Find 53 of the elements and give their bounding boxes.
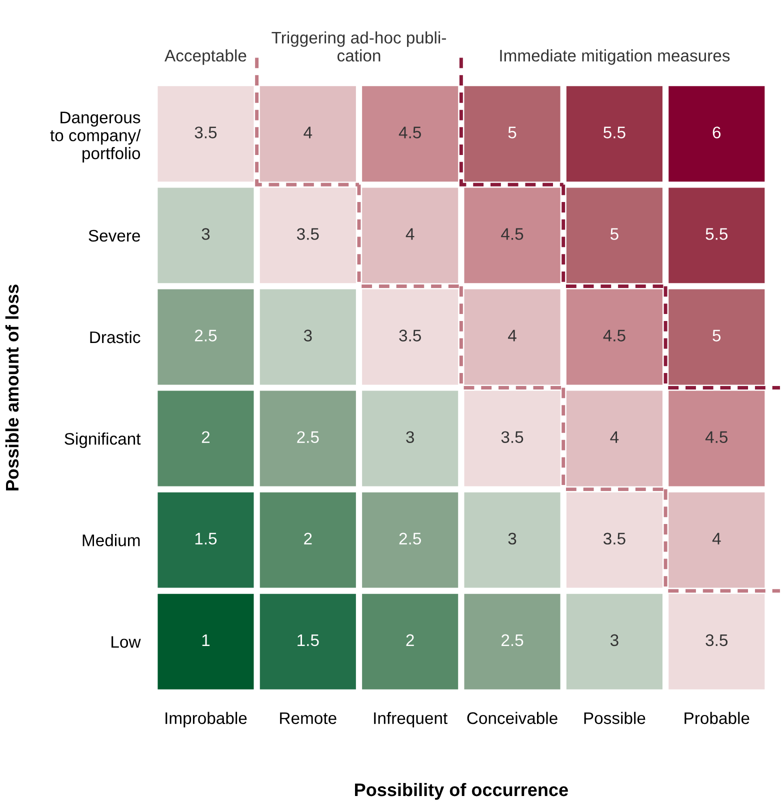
data-label: 3 — [610, 634, 618, 646]
y-tick-label: Medium — [82, 534, 140, 546]
x-tick-label: Remote — [280, 712, 336, 724]
x-tick-label: Possible — [584, 712, 646, 724]
x-tick-label: Probable — [684, 712, 750, 724]
data-label: 4.5 — [398, 126, 421, 138]
data-label: 3.5 — [296, 228, 319, 240]
data-label: 5 — [508, 126, 516, 138]
data-label: 6 — [712, 126, 721, 138]
data-label: 5.5 — [706, 228, 728, 240]
data-label: 3.5 — [604, 532, 626, 545]
x-tick-label: Improbable — [166, 712, 247, 728]
data-label: 1.5 — [298, 634, 319, 646]
data-label: 4.5 — [603, 330, 626, 342]
data-label: 4.5 — [705, 431, 728, 444]
data-label: 4 — [712, 532, 721, 544]
data-label: 2.5 — [399, 532, 421, 545]
x-tick-label: Conceivable — [467, 712, 558, 724]
data-label: 4.5 — [501, 228, 524, 240]
x-tick-label: Infrequent — [374, 712, 448, 728]
data-label: 4 — [508, 330, 516, 342]
data-label: 2 — [304, 532, 312, 544]
data-label: 2.5 — [502, 634, 524, 646]
text: Triggering ad-hoc publi- cation — [272, 31, 446, 62]
x-axis-title: Possibility of occurrence — [355, 782, 568, 800]
data-label: 4 — [304, 126, 312, 138]
data-label: 5 — [610, 228, 618, 240]
y-tick-label: Severe — [88, 230, 140, 242]
text: Acceptable — [164, 49, 246, 65]
y-tick-label: Low — [112, 636, 141, 648]
data-label: 3 — [508, 532, 516, 545]
data-label: 3 — [304, 330, 312, 342]
data-label: 1.5 — [195, 532, 217, 545]
data-label: 3.5 — [501, 431, 524, 444]
data-label: 5 — [712, 330, 721, 342]
data-label: 3 — [202, 228, 210, 240]
data-label: 1 — [202, 634, 210, 646]
data-label: 3 — [406, 431, 414, 444]
y-tick-label: Drastic — [90, 330, 140, 344]
y-tick-label: Significant — [64, 432, 141, 448]
y-tick-label: Dangerous to company/ portfolio — [50, 112, 141, 163]
data-label: 2.5 — [194, 330, 217, 342]
data-label: 3.5 — [399, 330, 421, 342]
data-label: 5.5 — [604, 126, 626, 138]
data-label: 4 — [610, 431, 619, 443]
data-label: 2 — [406, 634, 414, 646]
y-axis-title: Possible amount of loss — [5, 284, 19, 490]
data-label: 2.5 — [297, 431, 319, 444]
data-label: 2 — [202, 431, 210, 443]
text: Immediate mitigation measures — [500, 49, 730, 65]
data-label: 3.5 — [706, 634, 728, 646]
data-label: 3.5 — [194, 126, 217, 138]
data-label: 4 — [406, 228, 414, 240]
